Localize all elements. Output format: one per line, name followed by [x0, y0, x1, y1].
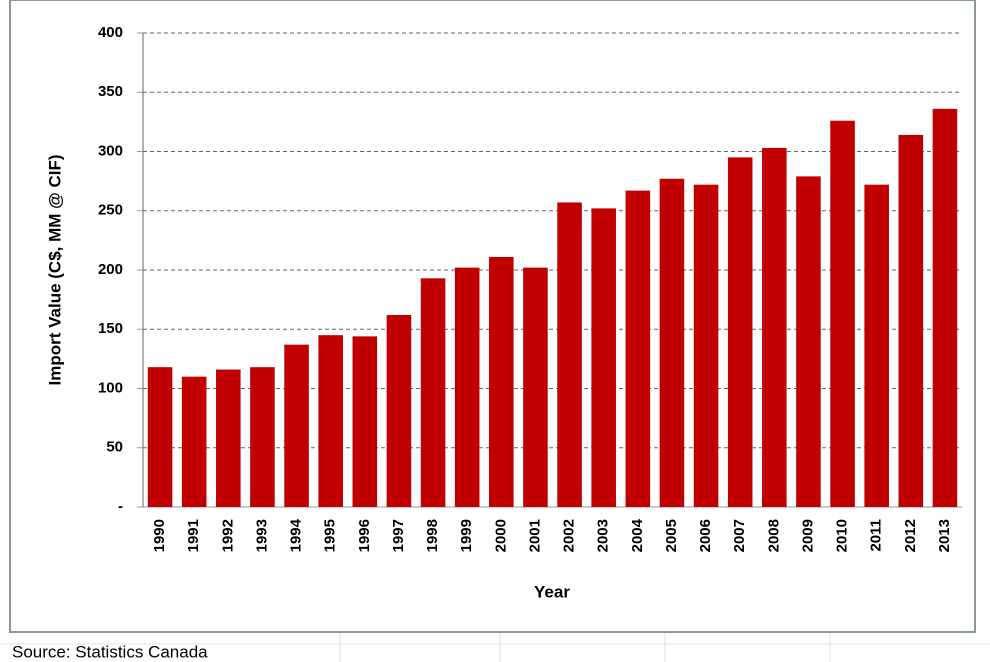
- x-tick-label: 1994: [288, 518, 305, 552]
- x-tick-label: 1998: [424, 519, 441, 552]
- bar: [386, 315, 412, 507]
- x-tick-label: 1996: [356, 519, 373, 552]
- x-tick-label: 2003: [595, 519, 612, 552]
- bar: [557, 202, 582, 507]
- y-axis-title: Import Value (C$, MM @ CIF): [45, 155, 64, 386]
- x-tick-label: 2008: [765, 519, 782, 552]
- bar: [932, 108, 958, 507]
- x-tick-label: 1997: [390, 519, 407, 552]
- bar: [250, 367, 275, 507]
- x-axis-title: Year: [534, 582, 570, 601]
- y-tick-label: 350: [98, 83, 123, 100]
- bar: [864, 184, 889, 507]
- bar: [420, 278, 446, 507]
- x-tick-label: 1999: [458, 519, 475, 552]
- sheet-grid: [0, 632, 990, 662]
- x-tick-label: 1992: [219, 519, 236, 552]
- y-tick-label: 250: [98, 202, 123, 219]
- bar: [181, 376, 207, 507]
- bar: [625, 190, 651, 508]
- bar: [659, 178, 685, 507]
- bar: [523, 267, 548, 507]
- y-tick-label: 50: [106, 439, 123, 456]
- x-tick-label: 2001: [526, 519, 543, 552]
- x-tick-label: 2010: [834, 519, 851, 552]
- x-tick-label: 2006: [697, 519, 714, 552]
- y-tick-label: 200: [98, 261, 123, 278]
- bar: [489, 256, 514, 507]
- bar: [216, 369, 241, 507]
- bar: [454, 267, 480, 507]
- x-tick-label: 2005: [663, 519, 680, 552]
- source-note: Source: Statistics Canada: [12, 642, 208, 661]
- y-tick-label: 300: [98, 142, 123, 159]
- bar: [727, 157, 753, 508]
- bar: [796, 176, 821, 507]
- bar: [147, 367, 173, 507]
- bar: [318, 335, 343, 507]
- bar: [762, 147, 787, 507]
- bar: [591, 208, 616, 507]
- bar: [898, 134, 924, 507]
- y-tick-label: 150: [98, 320, 123, 337]
- x-tick-label: 1995: [322, 519, 339, 552]
- x-tick-label: 2012: [902, 519, 919, 552]
- x-tick-label: 1993: [253, 519, 270, 552]
- bar: [693, 184, 719, 507]
- x-tick-label: 2011: [868, 519, 885, 552]
- x-tick-label: 2000: [492, 519, 509, 552]
- x-tick-label: 2004: [629, 518, 646, 552]
- y-tick-label: -: [118, 498, 123, 515]
- bar: [352, 336, 378, 507]
- x-tick-label: 2009: [799, 519, 816, 552]
- x-tick-label: 2002: [561, 519, 578, 552]
- bar: [830, 120, 855, 507]
- x-tick-label: 2007: [731, 519, 748, 552]
- y-tick-label: 100: [98, 379, 123, 396]
- x-tick-label: 2013: [936, 519, 953, 552]
- y-tick-label: 400: [98, 24, 123, 41]
- bar: [284, 344, 309, 507]
- x-tick-label: 1990: [151, 519, 168, 552]
- x-tick-label: 1991: [185, 519, 202, 552]
